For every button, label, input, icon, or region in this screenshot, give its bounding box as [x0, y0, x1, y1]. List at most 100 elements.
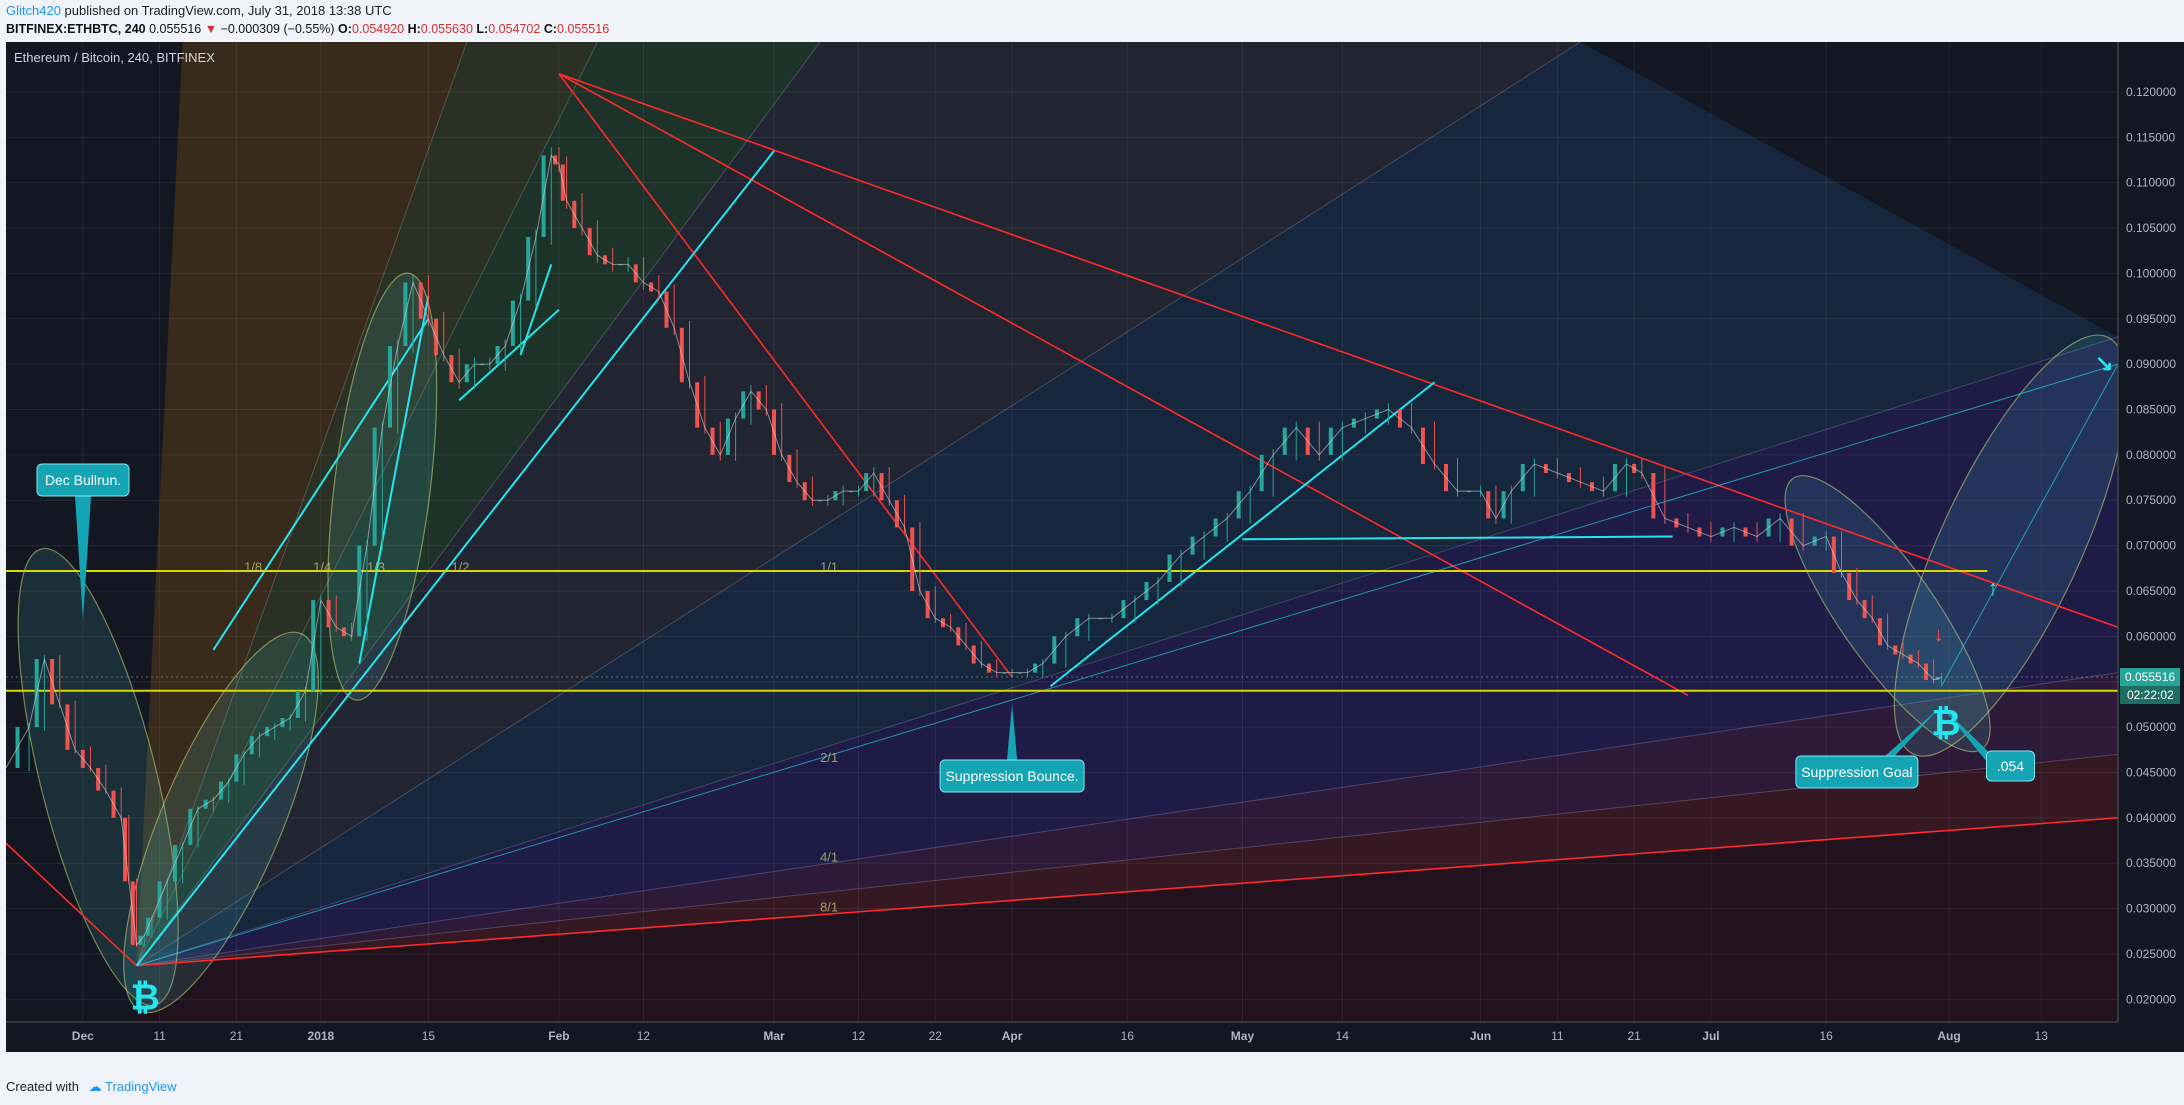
x-tick-label-2: 21 [230, 1029, 244, 1043]
price-series [5, 154, 1942, 947]
y-tick-label-4: 0.100000 [2126, 266, 2176, 280]
y-tick-label-19: 0.025000 [2126, 947, 2176, 961]
chart-svg[interactable]: 1/8 1/4 1/3 1/2 1/1 2/1 4/1 8/1 Ethereum / Bitco… [5, 41, 2184, 1052]
cyan-line-3 [458, 308, 560, 402]
x-tick-label-11: 16 [1121, 1029, 1135, 1043]
fan-ray-5 [136, 672, 2119, 967]
fan-label-1-3: 1/3 [367, 559, 385, 574]
chart-background [6, 42, 2184, 1052]
x-axis-bg [6, 1022, 2184, 1052]
fan-label-8-1: 8/1 [820, 900, 838, 915]
x-tick-label-0: Dec [72, 1029, 94, 1043]
ellipse-1 [123, 631, 319, 1014]
x-tick-label-18: 16 [1819, 1029, 1833, 1043]
callout-box [939, 759, 1085, 793]
fan-zone-4 [136, 42, 2118, 966]
y-tick-label-1: 0.115000 [2126, 130, 2175, 144]
author-link[interactable]: Glitch420 [6, 3, 61, 18]
cyan-line-4 [519, 263, 553, 356]
x-tick-label-14: Jun [1470, 1029, 1491, 1043]
y-tick-label-8: 0.080000 [2126, 448, 2176, 462]
y-axis-bg [2118, 42, 2182, 1052]
callout-text: Suppression Bounce. [946, 768, 1079, 784]
bitcoin-logo-icon: ₿ [1931, 702, 1960, 743]
y-tick-label-9: 0.075000 [2126, 493, 2176, 507]
x-tick-label-16: 21 [1627, 1029, 1641, 1043]
trend-line-2 [558, 73, 2119, 629]
x-tick-label-10: Apr [1002, 1029, 1023, 1043]
low-value: 0.054702 [488, 22, 541, 36]
last-price-text: 0.055516 [2125, 670, 2175, 684]
down-right-arrow-icon: ↘ [2095, 350, 2113, 375]
x-tick-label-7: Mar [763, 1029, 785, 1043]
high-value: 0.055630 [420, 22, 473, 36]
close-value: 0.055516 [557, 22, 610, 36]
x-tick-label-9: 22 [929, 1029, 943, 1043]
fan-ray-2 [136, 41, 821, 967]
y-tick-label-7: 0.085000 [2126, 403, 2176, 417]
y-tick-label-18: 0.030000 [2126, 902, 2176, 916]
price-change: −0.000309 (−0.55%) [220, 22, 335, 36]
fan-zone-1 [136, 42, 598, 966]
fan-label-2-1: 2/1 [820, 750, 838, 765]
fan-labels: 1/8 1/4 1/3 1/2 1/1 2/1 4/1 8/1 [244, 559, 838, 914]
chart-title: Ethereum / Bitcoin, 240, BITFINEX [14, 50, 215, 65]
open-value: 0.054920 [351, 22, 405, 36]
trend-line-1 [558, 73, 1689, 697]
fan-ray-4 [136, 336, 2119, 967]
x-tick-label-15: 11 [1551, 1029, 1564, 1043]
y-tick-label-2: 0.110000 [2126, 176, 2175, 190]
x-tick-label-4: 15 [422, 1029, 436, 1043]
change-arrow-icon: ▼ [204, 22, 218, 36]
y-tick-label-16: 0.040000 [2126, 811, 2176, 825]
callout-box [36, 463, 130, 497]
fan-label-1-2: 1/2 [451, 559, 469, 574]
x-tick-label-5: Feb [548, 1029, 569, 1043]
y-tick-label-5: 0.095000 [2126, 312, 2176, 326]
y-tick-label-6: 0.090000 [2126, 357, 2176, 371]
cyan-line-5 [1049, 381, 1436, 688]
fan-zone-7 [136, 754, 2118, 966]
fan-ray-1 [136, 41, 598, 966]
countdown-box [2120, 686, 2180, 705]
y-tick-label-0: 0.120000 [2126, 85, 2176, 99]
tradingview-link[interactable]: ☁ TradingView [88, 1079, 177, 1094]
bitcoin-logo-icon: ₿ [131, 977, 160, 1018]
tradingview-brand: TradingView [105, 1079, 177, 1094]
last-price-box [2120, 668, 2180, 687]
countdown-text: 02:22:02 [2127, 688, 2174, 702]
callout-0: Dec Bullrun. [36, 463, 130, 620]
x-tick-label-8: 12 [852, 1029, 866, 1043]
fan-zone-6 [136, 672, 2118, 966]
callout-text: Suppression Goal [1801, 764, 1912, 780]
down-arrow-icon: ↓ [1934, 624, 1944, 646]
y-tick-label-11: 0.065000 [2126, 584, 2176, 598]
cyan-line-0 [135, 150, 775, 967]
x-tick-label-20: 13 [2035, 1029, 2049, 1043]
x-tick-label-6: 12 [637, 1029, 651, 1043]
fan-ray-3 [136, 41, 1581, 967]
callout-3: .054 [1941, 706, 2035, 782]
fan-zone-2 [136, 42, 821, 966]
y-tick-label-15: 0.045000 [2126, 765, 2176, 779]
publish-info: published on TradingView.com, July 31, 2… [64, 3, 392, 18]
price-chart[interactable]: 1/8 1/4 1/3 1/2 1/1 2/1 4/1 8/1 Ethereum / Bitco… [5, 41, 2184, 1052]
fan-ray-6 [136, 753, 2119, 967]
low-label: L: [476, 22, 489, 36]
y-tick-label-12: 0.060000 [2126, 629, 2176, 643]
fan-label-1-1: 1/1 [820, 559, 838, 574]
x-tick-label-1: 11 [153, 1029, 166, 1043]
open-label: O: [338, 22, 352, 36]
fan-zone-0 [136, 42, 467, 966]
high-label: H: [407, 22, 421, 36]
y-tick-label-3: 0.105000 [2126, 221, 2176, 235]
y-tick-label-14: 0.050000 [2126, 720, 2176, 734]
symbol-label: BITFINEX:ETHBTC, 240 [6, 22, 146, 36]
fan-label-1-8: 1/8 [244, 559, 262, 574]
y-axis: 0.120000 0.115000 0.110000 0.105000 0.100000… [2117, 42, 2182, 1052]
fan-zones [136, 41, 2119, 1022]
cyan-line-7 [136, 363, 2119, 967]
fan-zone-bottom [136, 817, 2118, 1022]
publish-header: Glitch420 published on TradingView.com, … [6, 3, 392, 18]
close-label: C: [543, 22, 558, 36]
